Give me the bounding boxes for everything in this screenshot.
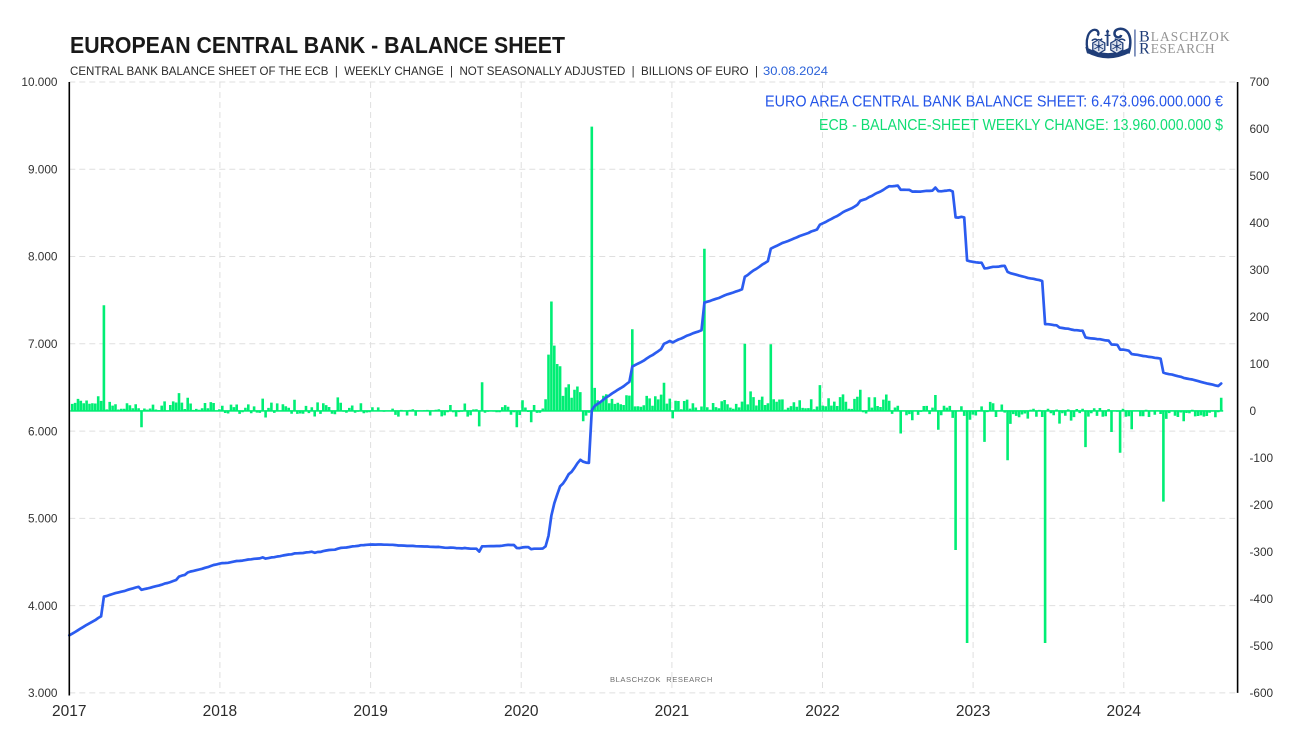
svg-text:2019: 2019 [353, 703, 387, 720]
svg-text:0: 0 [1250, 404, 1257, 418]
svg-text:2020: 2020 [504, 703, 539, 720]
svg-text:6.000: 6.000 [28, 424, 58, 438]
svg-text:2023: 2023 [956, 703, 990, 720]
svg-text:ECB - BALANCE-SHEET WEEKLY CHA: ECB - BALANCE-SHEET WEEKLY CHANGE: 13.96… [819, 117, 1223, 134]
svg-text:9.000: 9.000 [28, 163, 58, 177]
svg-text:2022: 2022 [805, 703, 839, 720]
svg-text:600: 600 [1250, 122, 1270, 136]
svg-text:700: 700 [1250, 75, 1270, 89]
svg-text:BLASCHZOK RESEARCH: BLASCHZOK RESEARCH [610, 675, 713, 684]
svg-text:-300: -300 [1250, 545, 1274, 559]
svg-text:CENTRAL BANK BALANCE SHEET OF: CENTRAL BANK BALANCE SHEET OF THE ECB | … [70, 64, 758, 78]
svg-text:7.000: 7.000 [28, 337, 58, 351]
svg-text:400: 400 [1250, 216, 1270, 230]
svg-text:R: R [1139, 40, 1150, 57]
svg-text:30.08.2024: 30.08.2024 [763, 64, 828, 78]
svg-text:4.000: 4.000 [28, 599, 58, 613]
svg-text:2017: 2017 [52, 703, 86, 720]
svg-text:200: 200 [1250, 310, 1270, 324]
svg-text:-400: -400 [1250, 592, 1274, 606]
svg-text:EURO AREA CENTRAL BANK BALANCE: EURO AREA CENTRAL BANK BALANCE SHEET: 6.… [765, 94, 1223, 111]
svg-text:10.000: 10.000 [21, 75, 58, 89]
svg-text:ESEARCH: ESEARCH [1151, 41, 1215, 56]
svg-text:2018: 2018 [203, 703, 237, 720]
svg-text:500: 500 [1250, 169, 1270, 183]
svg-text:B: B [1139, 28, 1150, 45]
svg-text:-200: -200 [1250, 498, 1274, 512]
svg-text:100: 100 [1250, 357, 1270, 371]
svg-text:8.000: 8.000 [28, 250, 58, 264]
svg-text:2021: 2021 [655, 703, 689, 720]
svg-text:5.000: 5.000 [28, 512, 58, 526]
svg-text:-600: -600 [1250, 686, 1274, 700]
svg-text:-100: -100 [1250, 451, 1274, 465]
svg-text:2024: 2024 [1107, 703, 1142, 720]
svg-text:LASCHZOK: LASCHZOK [1151, 29, 1231, 44]
svg-text:EUROPEAN CENTRAL BANK - BALANC: EUROPEAN CENTRAL BANK - BALANCE SHEET [70, 32, 566, 58]
svg-text:3.000: 3.000 [28, 686, 58, 700]
svg-text:-500: -500 [1250, 639, 1274, 653]
svg-text:300: 300 [1250, 263, 1270, 277]
